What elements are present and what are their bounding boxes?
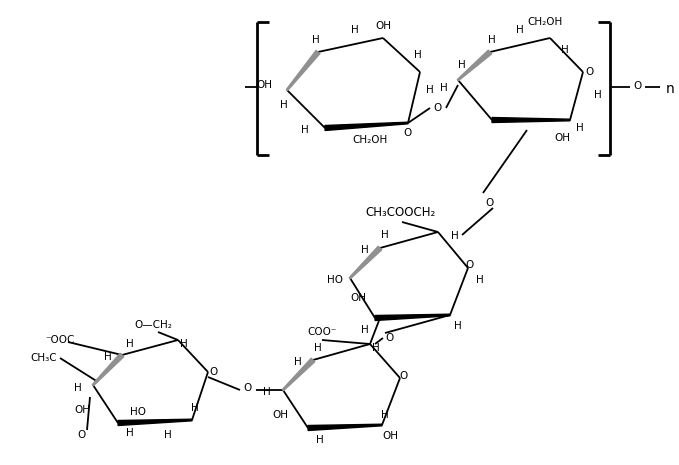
Polygon shape xyxy=(458,50,492,80)
Text: O: O xyxy=(434,103,442,113)
Polygon shape xyxy=(492,118,570,122)
Text: H: H xyxy=(451,231,459,241)
Polygon shape xyxy=(92,353,124,385)
Text: H: H xyxy=(372,343,380,353)
Text: H: H xyxy=(104,352,112,362)
Text: ⁻OOC: ⁻OOC xyxy=(45,335,75,345)
Text: OH: OH xyxy=(256,80,272,90)
Polygon shape xyxy=(282,358,315,391)
Polygon shape xyxy=(375,314,450,320)
Text: H: H xyxy=(126,339,134,349)
Text: H: H xyxy=(594,90,602,100)
Text: H: H xyxy=(361,325,369,335)
Text: H: H xyxy=(316,435,324,445)
Text: O: O xyxy=(386,333,394,343)
Text: O: O xyxy=(78,430,86,440)
Text: H: H xyxy=(488,35,496,45)
Text: H: H xyxy=(126,428,134,438)
Polygon shape xyxy=(287,50,320,91)
Text: H: H xyxy=(516,25,524,35)
Text: OH: OH xyxy=(554,133,570,143)
Text: OH: OH xyxy=(382,431,398,441)
Text: OH: OH xyxy=(375,21,391,31)
Text: H: H xyxy=(314,343,322,353)
Text: H: H xyxy=(381,410,389,420)
Polygon shape xyxy=(350,246,382,279)
Text: H: H xyxy=(351,25,359,35)
Text: H: H xyxy=(561,45,569,55)
Text: O: O xyxy=(404,128,412,138)
Text: H: H xyxy=(74,383,82,393)
Text: H: H xyxy=(414,50,422,60)
Text: CH₃COOCH₂: CH₃COOCH₂ xyxy=(365,206,435,219)
Text: H: H xyxy=(440,83,448,93)
Text: OH: OH xyxy=(350,293,366,303)
Text: H: H xyxy=(263,387,271,397)
Text: HO: HO xyxy=(130,407,146,417)
Text: H: H xyxy=(280,100,288,110)
Text: CH₃C: CH₃C xyxy=(30,353,56,363)
Text: OH: OH xyxy=(272,410,288,420)
Text: H: H xyxy=(180,339,188,349)
Text: H: H xyxy=(164,430,172,440)
Text: H: H xyxy=(454,321,462,331)
Text: OH: OH xyxy=(74,405,90,415)
Text: CH₂OH: CH₂OH xyxy=(528,17,563,27)
Text: H: H xyxy=(458,60,466,70)
Text: CH₂OH: CH₂OH xyxy=(352,135,388,145)
Text: H: H xyxy=(361,245,369,255)
Text: H: H xyxy=(576,123,584,133)
Text: H: H xyxy=(294,357,302,367)
Text: COO⁻: COO⁻ xyxy=(308,327,337,337)
Text: O: O xyxy=(586,67,594,77)
Polygon shape xyxy=(308,424,382,431)
Text: O—CH₂: O—CH₂ xyxy=(134,320,172,330)
Text: H: H xyxy=(191,403,199,413)
Polygon shape xyxy=(118,419,192,425)
Text: HO: HO xyxy=(327,275,343,285)
Text: O: O xyxy=(466,260,474,270)
Text: O: O xyxy=(209,367,217,377)
Text: H: H xyxy=(312,35,320,45)
Text: O: O xyxy=(399,371,407,381)
Text: n: n xyxy=(665,82,674,96)
Text: O: O xyxy=(634,81,642,91)
Text: H: H xyxy=(476,275,484,285)
Polygon shape xyxy=(325,122,408,131)
Text: H: H xyxy=(301,125,309,135)
Text: H: H xyxy=(381,230,389,240)
Text: H: H xyxy=(426,85,434,95)
Text: O: O xyxy=(244,383,252,393)
Text: O: O xyxy=(486,198,494,208)
